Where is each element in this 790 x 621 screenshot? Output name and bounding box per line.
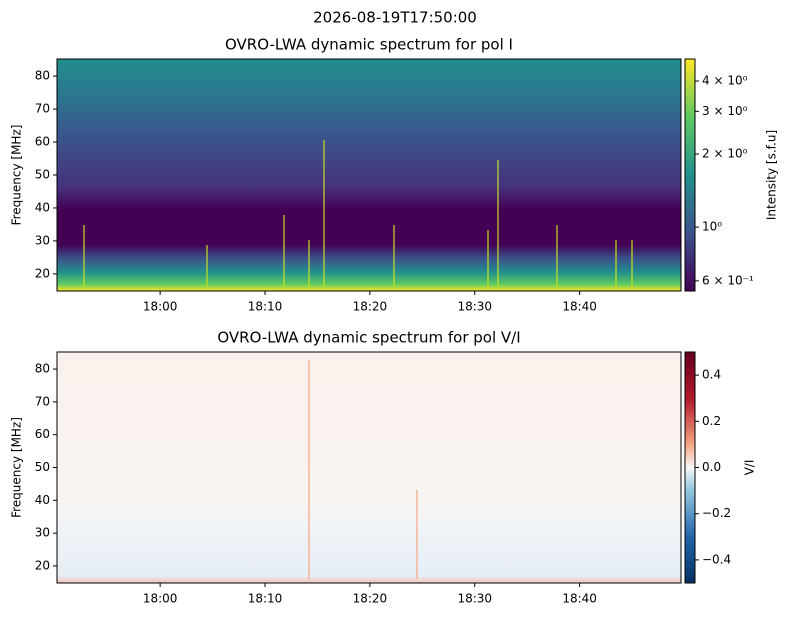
y-tick-label: 50 [35, 168, 50, 182]
x-tick-label: 18:00 [143, 592, 178, 606]
heatmap [57, 352, 681, 583]
x-tick-label: 18:20 [353, 592, 388, 606]
colorbar-tick-label: 0.4 [702, 368, 721, 382]
colorbar-tick-label: 0.0 [702, 460, 721, 474]
colorbar-tick-label: 10⁰ [702, 220, 722, 234]
colorbar-tick-label: 6 × 10⁻¹ [702, 273, 754, 287]
heatmap [57, 59, 681, 291]
x-tick-label: 18:30 [457, 300, 492, 314]
y-tick-label: 70 [35, 394, 50, 408]
panel-title: OVRO-LWA dynamic spectrum for pol V/I [217, 329, 520, 347]
x-tick-label: 18:30 [457, 592, 492, 606]
colorbar-tick-label: 0.2 [702, 414, 721, 428]
y-tick-label: 20 [35, 266, 50, 280]
x-tick-label: 18:40 [562, 300, 597, 314]
x-tick-label: 18:10 [248, 592, 283, 606]
y-tick-label: 50 [35, 460, 50, 474]
colorbar [684, 351, 696, 584]
colorbar-tick-label: −0.2 [702, 506, 731, 520]
x-tick-label: 18:00 [143, 300, 178, 314]
y-tick-label: 60 [35, 427, 50, 441]
y-tick-label: 40 [35, 200, 50, 214]
y-tick-label: 30 [35, 526, 50, 540]
colorbar-tick-label: 3 × 10⁰ [702, 104, 748, 118]
colorbar-tick-label: 2 × 10⁰ [702, 147, 748, 161]
y-axis-label: Frequency [MHz] [10, 417, 24, 518]
x-tick-label: 18:10 [248, 300, 283, 314]
colorbar-tick-label: −0.4 [702, 552, 731, 566]
y-axis-label: Frequency [MHz] [10, 125, 24, 226]
x-tick-label: 18:40 [562, 592, 597, 606]
panel-title: OVRO-LWA dynamic spectrum for pol I [225, 36, 513, 54]
colorbar [684, 58, 696, 292]
y-tick-label: 30 [35, 233, 50, 247]
y-tick-label: 60 [35, 135, 50, 149]
y-tick-label: 80 [35, 362, 50, 376]
colorbar-label: Intensity [s.f.u] [765, 130, 779, 220]
y-tick-label: 80 [35, 69, 50, 83]
colorbar-label: V/I [743, 460, 757, 476]
y-tick-label: 70 [35, 102, 50, 116]
figure-title: 2026-08-19T17:50:00 [313, 9, 477, 27]
colorbar-tick-label: 4 × 10⁰ [702, 74, 748, 88]
y-tick-label: 20 [35, 558, 50, 572]
x-tick-label: 18:20 [353, 300, 388, 314]
y-tick-label: 40 [35, 493, 50, 507]
